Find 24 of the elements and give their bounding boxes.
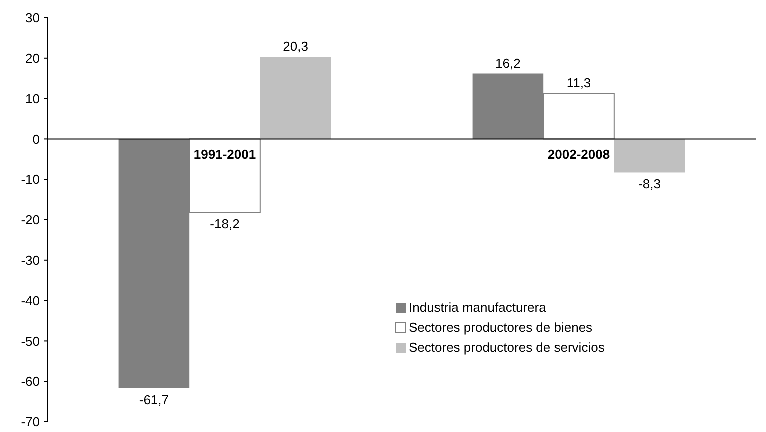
data-label: 16,2 [496,56,521,71]
data-label: -8,3 [638,176,662,192]
bar [260,57,332,140]
y-tick-label: 30 [26,10,40,26]
data-label: 11,3 [566,76,592,91]
data-label: -18,2 [210,216,240,232]
data-label: 20,3 [283,39,308,54]
y-tick-label: 10 [26,91,40,106]
y-tick-label: 20 [26,50,40,66]
legend-label: Sectores productores de bienes [409,320,594,335]
y-tick-label: 0 [32,132,40,147]
legend-label: Sectores productores de servicios [409,340,606,355]
y-tick-label: -40 [21,293,40,308]
y-tick-label: -50 [21,334,40,349]
y-tick-label: -30 [21,252,40,268]
y-tick-label: -20 [21,212,40,228]
x-tick-label: 2002-2008 [548,147,610,162]
legend-label: Industria manufacturera [409,300,548,315]
y-tick-label: -10 [21,172,40,188]
bar [614,139,686,173]
y-tick-label: -60 [21,374,40,390]
data-label: -61,7 [139,392,170,408]
x-tick-label: 1991-2001 [194,147,256,162]
y-tick-label: -70 [21,414,40,430]
